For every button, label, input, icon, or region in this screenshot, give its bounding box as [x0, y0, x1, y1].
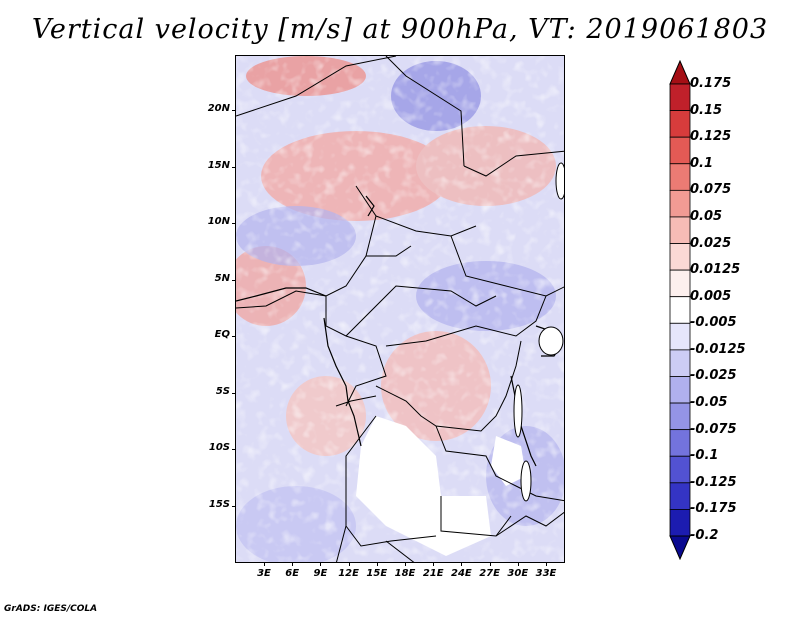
masked-terrain — [356, 416, 526, 556]
lon-label: 15E — [366, 568, 388, 579]
lon-label: 6E — [285, 568, 300, 579]
lon-tick — [405, 562, 406, 566]
lat-label: EQ — [214, 329, 230, 340]
country-borders — [236, 56, 564, 562]
lon-label: 3E — [257, 568, 271, 579]
lakes — [513, 162, 564, 502]
lat-label: 5N — [214, 272, 230, 284]
colorbar-label: 0.175 — [690, 76, 732, 91]
lat-label: 15N — [207, 159, 230, 171]
colorbar-segment — [669, 163, 691, 191]
colorbar-label: 0.075 — [690, 182, 732, 198]
lat-tick — [232, 166, 236, 168]
colorbar-segment — [669, 216, 691, 244]
lat-label: 20N — [207, 103, 230, 114]
lon-label: 30E — [507, 568, 529, 579]
chart-title: Vertical velocity [m/s] at 900hPa, VT: 2… — [31, 14, 769, 45]
lat-tick — [232, 505, 236, 507]
colorbar-bottom-arrow — [669, 535, 691, 560]
lon-tick — [348, 562, 350, 566]
lon-tick — [489, 562, 491, 566]
lon-label: 27E — [479, 568, 500, 579]
lon-tick — [546, 562, 547, 566]
lon-tick — [517, 562, 519, 566]
colorbar-segment — [669, 243, 691, 271]
velocity-field-map — [236, 56, 564, 562]
colorbar-label: 0.15 — [690, 102, 723, 118]
lon-tick — [320, 562, 322, 566]
colorbar-label: -0.05 — [690, 395, 728, 411]
lat-tick — [232, 110, 236, 111]
colorbar-label: 0.05 — [690, 208, 723, 224]
colorbar-label: 0.025 — [690, 235, 732, 251]
colorbar-label: -0.0125 — [690, 341, 746, 357]
lon-label: 24E — [451, 568, 472, 579]
lon-label: 12E — [338, 568, 359, 579]
colorbar-label: -0.025 — [690, 368, 737, 384]
colorbar-segment — [669, 189, 691, 218]
lat-label: 10N — [207, 216, 230, 227]
colorbar-label: 0.0125 — [690, 262, 741, 278]
colorbar-segment — [669, 83, 691, 111]
colorbar-segment — [669, 110, 691, 138]
colorbar — [669, 60, 691, 560]
colorbar-top-arrow — [669, 60, 691, 85]
colorbar-label: 0.005 — [690, 288, 732, 304]
lat-tick — [232, 449, 236, 450]
lon-label: 33E — [535, 568, 557, 579]
lat-label: 15S — [208, 498, 230, 510]
lon-tick — [264, 562, 265, 566]
lat-label: 10S — [208, 442, 230, 453]
colorbar-segment — [669, 322, 691, 351]
colorbar-segment — [669, 376, 691, 404]
lon-tick — [292, 562, 294, 566]
colorbar-segment — [669, 482, 691, 510]
lon-label: 18E — [394, 568, 416, 579]
lon-tick — [376, 562, 378, 566]
colorbar-segment — [669, 349, 691, 377]
colorbar-segment — [669, 509, 691, 537]
colorbar-label: -0.1 — [690, 448, 719, 464]
colorbar-segment — [669, 455, 691, 484]
lat-tick — [232, 392, 236, 394]
colorbar-segment — [669, 269, 691, 298]
lat-tick — [232, 223, 236, 224]
colorbar-segment — [669, 402, 691, 431]
lon-label: 9E — [313, 568, 328, 579]
lat-tick — [232, 336, 236, 337]
lon-tick — [461, 562, 463, 566]
colorbar-label: -0.2 — [690, 528, 719, 543]
colorbar-label: -0.075 — [690, 421, 737, 437]
colorbar-label: 0.125 — [690, 129, 732, 145]
colorbar-segment — [669, 136, 691, 165]
map-panel — [235, 55, 565, 563]
grads-credit: GrADS: IGES/COLA — [4, 604, 98, 614]
colorbar-label: 0.1 — [690, 155, 714, 171]
lat-tick — [232, 279, 236, 281]
colorbar-segment — [669, 296, 691, 324]
lat-label: 5S — [215, 385, 230, 397]
colorbar-segment — [669, 429, 691, 457]
colorbar-label: -0.005 — [690, 315, 737, 331]
lon-label: 21E — [422, 568, 444, 579]
colorbar-label: -0.175 — [690, 501, 737, 517]
colorbar-label: -0.125 — [690, 474, 737, 490]
lon-tick — [433, 562, 435, 566]
